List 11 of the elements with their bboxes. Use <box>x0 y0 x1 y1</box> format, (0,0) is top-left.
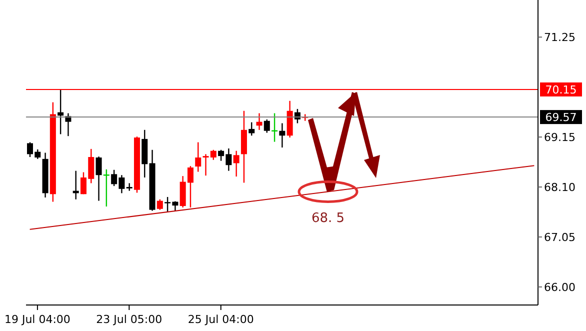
y-tick-label: 67.05 <box>544 230 576 244</box>
y-tick-label: 66.00 <box>544 280 576 294</box>
y-tick-label: 69.15 <box>544 130 576 144</box>
ref-line-label: 69.57 <box>545 111 577 124</box>
x-tick-label: 19 Jul 04:00 <box>4 313 70 326</box>
annotation: 68. 5 <box>311 210 345 226</box>
x-tick-label: 23 Jul 05:00 <box>96 313 162 326</box>
y-tick-label: 68.10 <box>544 180 576 194</box>
ref-line-label: 70.15 <box>545 83 577 96</box>
y-tick-label: 71.25 <box>544 31 576 44</box>
x-tick-label: 25 Jul 04:00 <box>188 313 254 326</box>
